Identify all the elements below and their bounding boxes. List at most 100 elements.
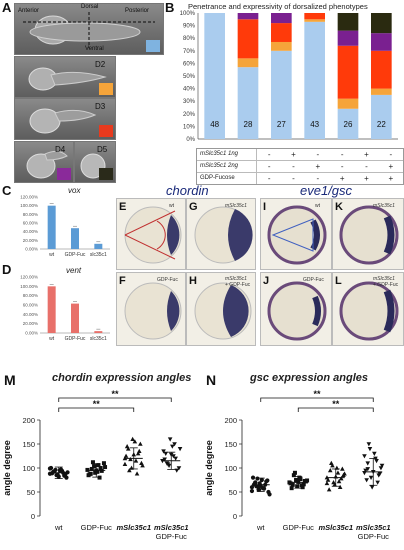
data-point: [249, 488, 255, 494]
insitu-tag-f: GDP-Fuc: [157, 277, 178, 283]
data-point: [374, 459, 379, 464]
bar-segment: [371, 94, 392, 139]
embryo-h-drawing: [194, 282, 252, 340]
panel-label-n: N: [206, 372, 217, 388]
x-tick-label-sub: GDP-Fuc: [156, 532, 188, 541]
data-point: [47, 466, 53, 471]
panel-label-e: E: [119, 201, 127, 213]
insitu-tag-h2: + GDP-Fuc: [225, 282, 251, 288]
y-tick-label: 100%: [180, 11, 196, 17]
data-point: [342, 471, 347, 476]
y-tick-label: 80.00%: [23, 212, 38, 217]
data-point: [136, 448, 142, 453]
swatch-d3: [99, 125, 113, 137]
y-axis-label: angle degree: [204, 440, 214, 496]
data-point: [90, 460, 95, 465]
bar-segment: [237, 13, 259, 20]
data-point: [363, 468, 368, 473]
bar-segment: [371, 13, 392, 34]
data-point: [338, 476, 344, 481]
data-point: [365, 467, 371, 472]
table-cell: +: [315, 162, 321, 171]
table-cell: +: [388, 174, 394, 183]
x-tick-label: GDP-Fuc: [283, 523, 315, 532]
bar-segment: [337, 30, 359, 46]
data-point: [92, 464, 97, 469]
significance-bracket: [297, 407, 374, 412]
x-tick-label: wt: [49, 252, 55, 258]
bar-segment: [304, 19, 325, 22]
data-point: [298, 477, 303, 482]
table-cell: +: [388, 162, 394, 171]
insitu-panel-g: G mSlc35c1: [186, 198, 256, 270]
table-row-label: mSlc35c1 1ng: [197, 149, 257, 160]
insitu-tag-e: wt: [169, 203, 174, 209]
data-point: [377, 471, 383, 477]
bar-segment: [371, 88, 392, 95]
significance-bracket: [58, 397, 172, 402]
x-tick-label: slc35c1: [90, 336, 107, 342]
y-tick-label: 100: [224, 464, 237, 473]
bar-segment: [237, 19, 259, 59]
data-point: [367, 447, 373, 452]
bar-segment: [271, 23, 292, 42]
chart-d-title: vent: [66, 266, 82, 275]
x-tick-label: wt: [256, 523, 265, 532]
data-point: [330, 463, 335, 468]
bar-count-label: 26: [344, 120, 353, 129]
data-point: [176, 466, 182, 471]
data-point: [165, 462, 171, 467]
y-tick-label: 200: [22, 416, 35, 425]
x-tick-label: mSlc35c1: [154, 523, 189, 532]
data-point: [93, 470, 98, 475]
bar-segment: [337, 45, 359, 99]
y-tick-label: 60.00%: [23, 303, 38, 308]
bar-segment: [337, 108, 359, 139]
table-row: GDP-Fucose - - - + + +: [197, 173, 403, 184]
y-tick-label: 100: [22, 464, 35, 473]
data-point: [162, 457, 167, 462]
chart-b-stacked-bar: 0% 10% 20% 30% 40% 50% 60% 70% 80% 90% 100% 48 28 27 4…: [180, 11, 398, 143]
table-row: mSlc35c1 2ng - - + - - +: [197, 161, 403, 173]
swatch-d2: [99, 83, 113, 95]
insitu-tag-l2: + GDP-Fuc: [373, 282, 399, 288]
bar-count-label: 27: [277, 120, 286, 129]
bar: [94, 331, 103, 333]
data-point: [174, 468, 180, 473]
data-point: [290, 482, 295, 487]
y-tick-label: 90%: [183, 24, 196, 30]
y-tick-label: 20.00%: [23, 321, 38, 326]
data-point: [261, 486, 267, 491]
data-point: [337, 484, 343, 489]
embryo-photo-d5: D5: [74, 141, 116, 183]
swatch-c5: [146, 40, 160, 52]
bar-count-label: 28: [244, 120, 253, 129]
bar-segment: [271, 41, 292, 51]
data-point: [327, 468, 333, 473]
x-tick-label: wt: [49, 336, 55, 342]
y-tick-label: 10%: [183, 124, 196, 130]
data-point: [250, 475, 256, 480]
insitu-tag-i: wt: [315, 203, 320, 209]
embryo-j-drawing: [267, 281, 327, 341]
swatch-d5: [99, 168, 113, 180]
data-point: [369, 485, 375, 490]
label-ventral: Ventral: [85, 46, 104, 52]
bar-count-label: 48: [210, 120, 219, 129]
y-tick-label: 0.00%: [25, 247, 38, 252]
panel-label-d: D: [2, 262, 12, 277]
data-point: [89, 466, 94, 471]
y-tick-label: 30%: [183, 99, 196, 105]
data-point: [372, 451, 377, 456]
table-cell: -: [340, 150, 344, 159]
table-cell: -: [267, 174, 271, 183]
label-dorsal: Dorsal: [81, 4, 99, 10]
data-point: [379, 463, 385, 468]
data-point: [336, 479, 342, 484]
embryo-photo-d4: D4: [14, 141, 74, 183]
y-tick-label: 0: [233, 512, 237, 521]
data-point: [171, 454, 176, 459]
label-anterior: Anterior: [18, 8, 40, 14]
bar: [47, 286, 56, 333]
